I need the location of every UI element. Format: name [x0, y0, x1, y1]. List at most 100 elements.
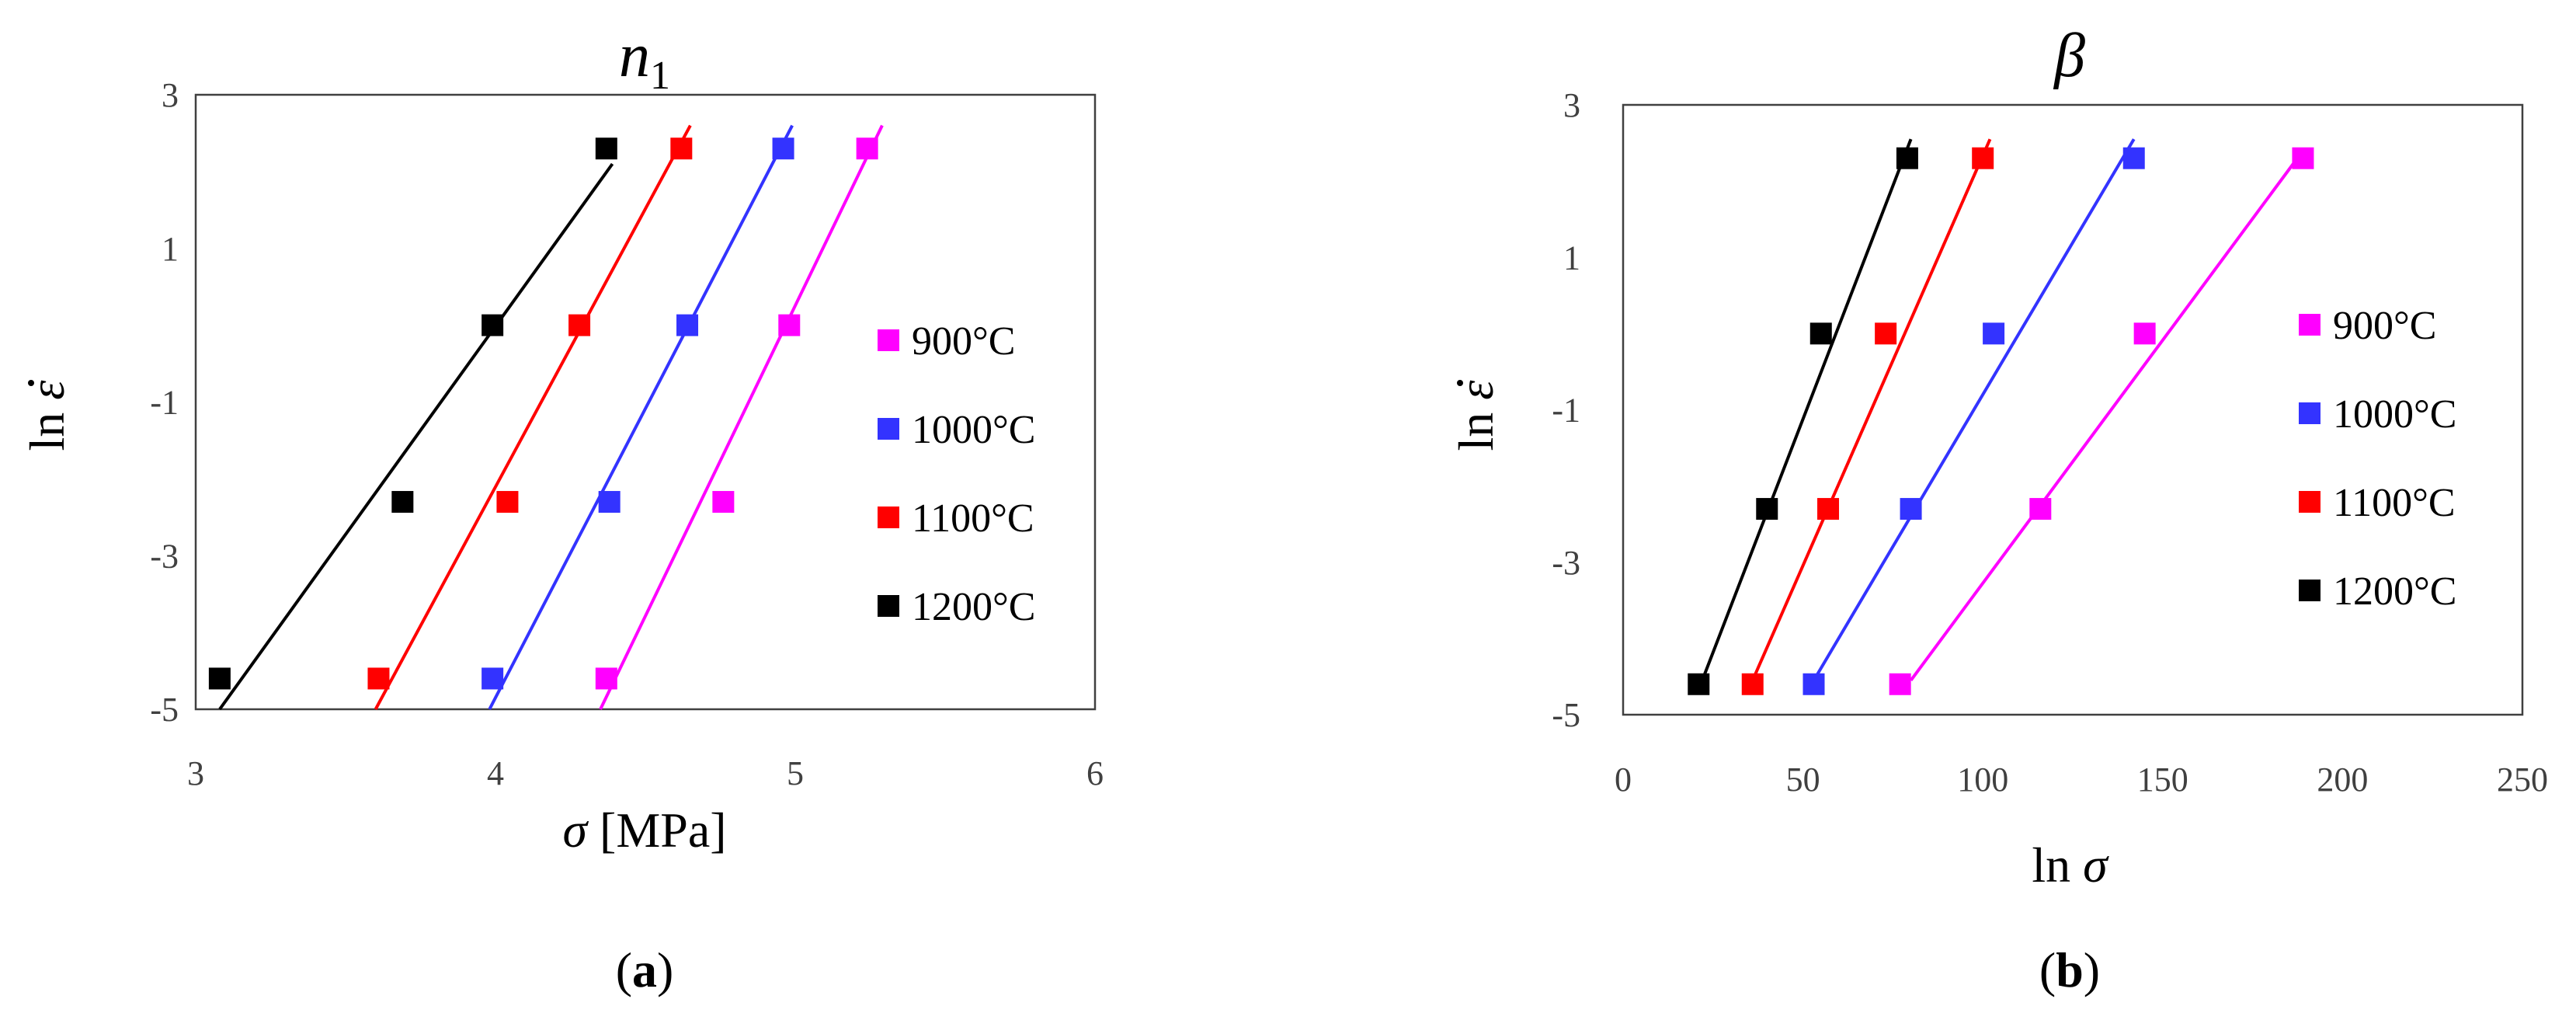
- data-point: [856, 138, 878, 160]
- panel-label-close-paren: ): [657, 942, 673, 997]
- y-axis-label-prefix: ln: [19, 400, 75, 451]
- y-tick-label: 3: [1563, 86, 1580, 124]
- y-tick-label: -1: [1552, 392, 1580, 430]
- data-point: [1889, 673, 1911, 695]
- series-1000: [1803, 138, 2145, 695]
- series-1000: [481, 124, 794, 710]
- legend-marker: [878, 418, 899, 440]
- panel-label: (b): [2039, 942, 2100, 997]
- data-point: [496, 491, 519, 513]
- chart-a: n13 4 5 631-1-3-5σ [MPa]ln ε900°C1000°C1100…: [19, 22, 1104, 997]
- x-axis-label: ln σ: [2032, 837, 2109, 893]
- x-axis-label-symbol: σ: [562, 802, 589, 858]
- legend-marker: [2299, 580, 2320, 601]
- data-point: [481, 314, 504, 336]
- panel-label-close-paren: ): [2084, 942, 2100, 997]
- y-tick-label: 1: [162, 230, 179, 268]
- data-point: [595, 138, 617, 160]
- epsilon-dot-accent: [1457, 380, 1463, 386]
- legend-label: 1200°C: [912, 585, 1035, 629]
- legend-marker: [2299, 491, 2320, 513]
- panel-label-open-paren: (: [2039, 942, 2056, 997]
- panel-label-letter: b: [2056, 942, 2084, 997]
- data-point: [1972, 147, 1994, 169]
- data-point: [772, 138, 794, 160]
- y-tick-label: 3: [162, 76, 179, 114]
- y-axis-label: ln ε: [1448, 380, 1504, 451]
- legend-label: 1000°C: [2333, 392, 2456, 437]
- data-point: [367, 667, 390, 690]
- x-tick-label: 5: [787, 754, 804, 792]
- data-point: [1688, 673, 1710, 695]
- data-point: [2122, 147, 2145, 169]
- x-tick-label: 6: [1086, 754, 1104, 792]
- legend-marker: [878, 595, 899, 617]
- fit-line: [218, 162, 614, 711]
- fit-line: [1909, 149, 2305, 682]
- epsilon-dot-accent: [28, 380, 34, 386]
- x-tick-label: 50: [1786, 761, 1820, 799]
- legend-label: 900°C: [2333, 304, 2436, 348]
- panel-label-open-paren: (: [616, 942, 632, 997]
- series-900: [595, 124, 884, 710]
- y-tick-label: -5: [150, 691, 179, 729]
- data-point: [598, 491, 621, 513]
- series-1100: [1741, 138, 1994, 695]
- data-point: [1983, 322, 2005, 345]
- panel-label-letter: a: [632, 942, 657, 997]
- y-axis-label-prefix: ln: [1448, 400, 1504, 451]
- legend-label: 1100°C: [912, 496, 1034, 541]
- y-axis-label: ln ε: [19, 380, 75, 451]
- data-point: [712, 491, 735, 513]
- data-point: [670, 138, 693, 160]
- legend-label: 900°C: [912, 319, 1015, 364]
- data-point: [1896, 147, 1918, 169]
- data-point: [208, 667, 231, 690]
- data-point: [676, 314, 699, 336]
- chart-title: β: [2053, 22, 2085, 90]
- x-tick-label: 0: [1615, 761, 1632, 799]
- chart-title: n1: [619, 22, 670, 98]
- data-point: [1741, 673, 1764, 695]
- series-900: [1889, 147, 2314, 695]
- fit-line: [599, 124, 884, 710]
- data-point: [1756, 498, 1778, 520]
- chart-title-main: n: [619, 22, 650, 90]
- legend-label: 1200°C: [2333, 569, 2456, 614]
- y-tick-label: -1: [150, 384, 179, 422]
- x-axis-label-symbol: σ: [2083, 837, 2109, 893]
- chart-title-main: β: [2053, 22, 2085, 90]
- y-tick-label: 1: [1563, 238, 1580, 277]
- legend-label: 1100°C: [2333, 481, 2456, 525]
- x-tick-label: 100: [1957, 761, 2008, 799]
- data-point: [2133, 322, 2156, 345]
- y-tick-label: -3: [150, 537, 179, 575]
- plot-area-frame: [1622, 103, 2524, 716]
- x-axis-label-prefix: ln: [2032, 837, 2083, 893]
- fit-line: [1701, 138, 1913, 681]
- x-axis-label: σ [MPa]: [562, 802, 726, 858]
- fit-line: [374, 124, 692, 710]
- plot-area-frame: [194, 93, 1097, 711]
- legend-marker: [2299, 314, 2320, 336]
- y-tick-label: -5: [1552, 696, 1580, 734]
- legend-marker: [878, 507, 899, 528]
- y-axis-label-symbol: ε: [1448, 380, 1504, 400]
- series-1100: [367, 124, 693, 710]
- chart-title-subscript: 1: [650, 54, 670, 98]
- y-axis-label-symbol: ε: [19, 380, 75, 400]
- data-point: [1809, 322, 1832, 345]
- data-point: [1803, 673, 1825, 695]
- data-point: [778, 314, 801, 336]
- x-axis-label-unit: [MPa]: [587, 802, 727, 858]
- panel-label: (a): [616, 942, 674, 997]
- data-point: [1900, 498, 1922, 520]
- data-point: [595, 667, 617, 690]
- x-tick-label: 4: [487, 754, 504, 792]
- x-tick-label: 3: [187, 754, 204, 792]
- legend-label: 1000°C: [912, 408, 1035, 452]
- y-tick-label: -3: [1552, 544, 1580, 582]
- legend-marker: [2299, 402, 2320, 424]
